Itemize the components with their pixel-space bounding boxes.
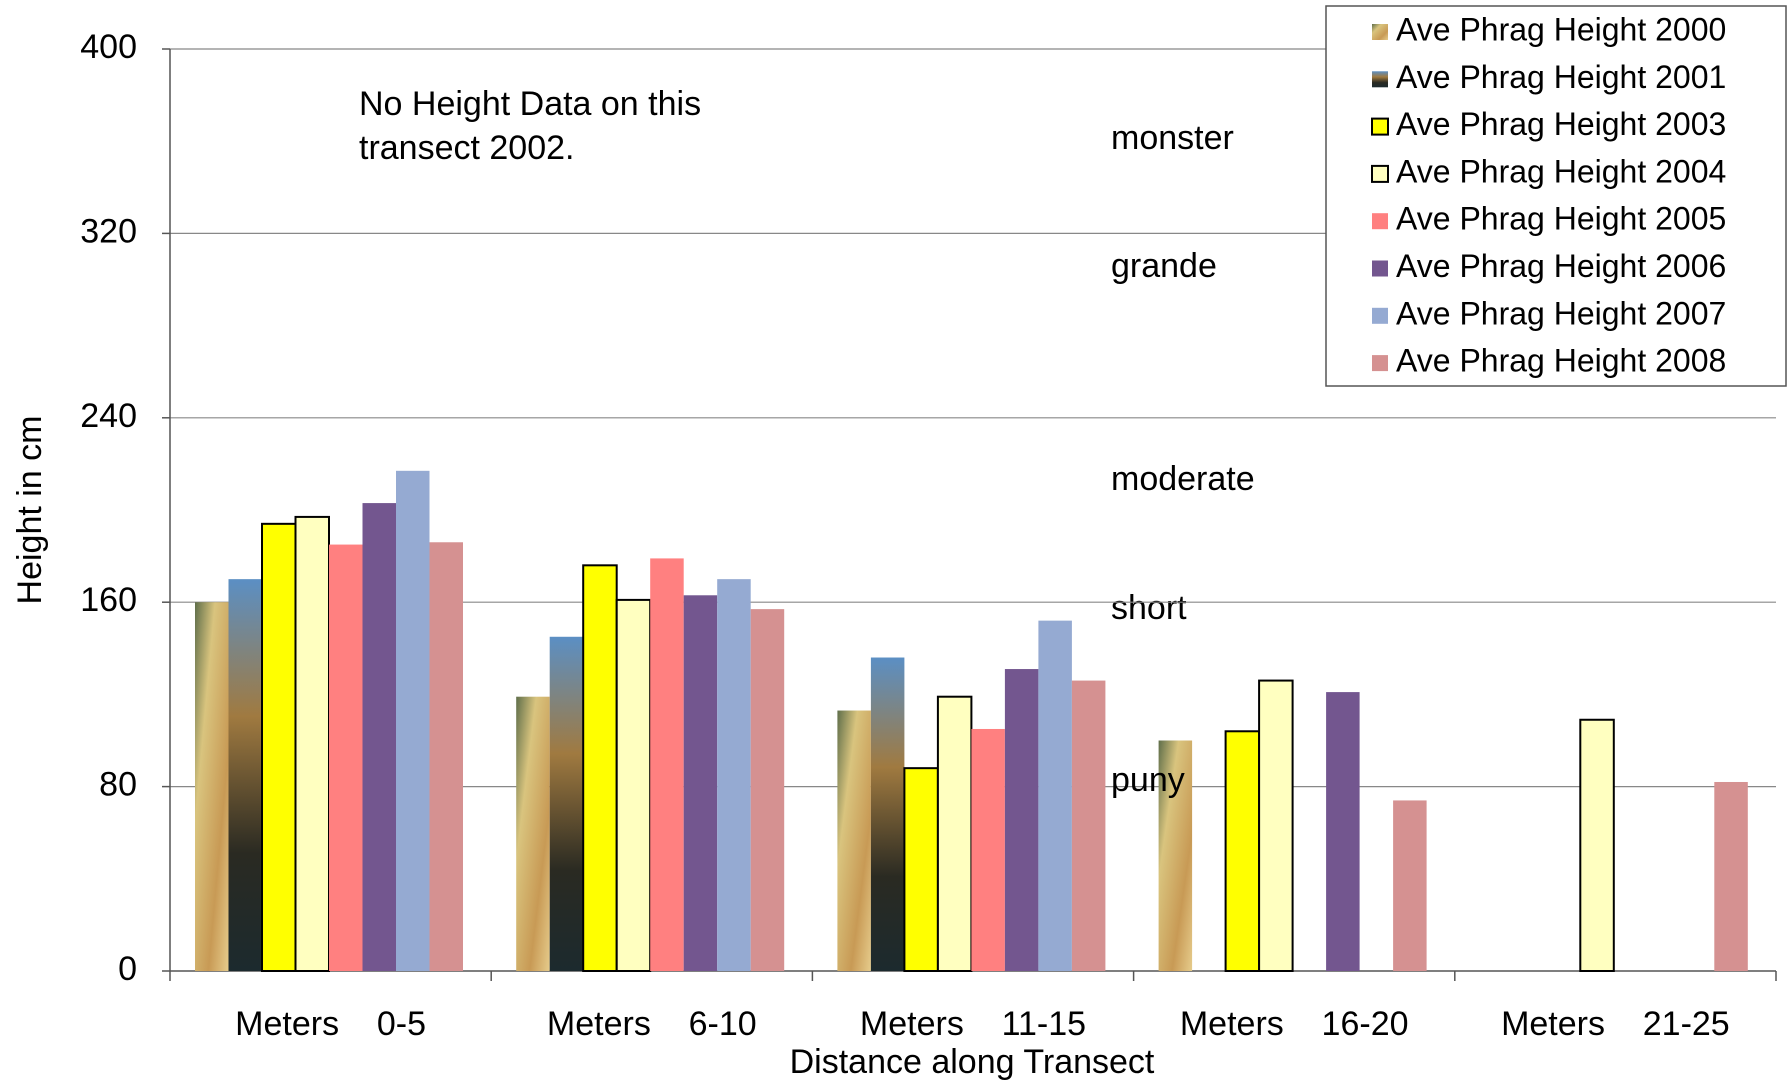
bar [903, 767, 939, 972]
bar [396, 470, 430, 971]
bar [837, 710, 871, 971]
bar [329, 544, 363, 971]
annotation: moderate [1111, 460, 1255, 498]
legend-label: Ave Phrag Height 2005 [1396, 201, 1726, 237]
bar [549, 636, 584, 971]
x-tick-label: Meters 21-25 [1501, 1005, 1730, 1043]
legend-swatch [1372, 71, 1388, 88]
bar [228, 579, 262, 971]
legend-swatch [1372, 307, 1388, 324]
annotation: short [1111, 589, 1187, 627]
legend-swatch [1372, 213, 1388, 230]
annotation: grande [1111, 247, 1217, 285]
bar [1224, 730, 1261, 973]
bar [650, 558, 684, 971]
bar [683, 595, 718, 971]
annotation: puny [1111, 761, 1185, 799]
bar [870, 657, 905, 971]
legend-label: Ave Phrag Height 2006 [1396, 248, 1726, 284]
bar [717, 579, 751, 971]
annotation: transect 2002. [359, 129, 574, 167]
y-tick-label: 0 [118, 950, 137, 988]
legend-swatch [1372, 24, 1388, 40]
legend-label: Ave Phrag Height 2004 [1396, 153, 1726, 189]
legend-swatch [1371, 164, 1389, 183]
y-axis-label: Height in cm [11, 416, 49, 605]
bar [936, 695, 973, 973]
x-tick-label: Meters 6-10 [547, 1005, 757, 1043]
x-tick-label: Meters 16-20 [1180, 1005, 1409, 1043]
legend-label: Ave Phrag Height 2008 [1396, 343, 1726, 379]
y-tick-label: 320 [80, 212, 137, 250]
legend-box [1325, 5, 1787, 387]
legend: Ave Phrag Height 2000 Ave Phrag Height 20… [1325, 5, 1787, 387]
legend-label: Ave Phrag Height 2001 [1396, 59, 1726, 95]
legend-label: Ave Phrag Height 2007 [1396, 295, 1726, 331]
bar [261, 522, 297, 973]
x-tick-label: Meters 11-15 [860, 1005, 1086, 1043]
y-tick-label: 160 [80, 581, 137, 619]
bar [1714, 781, 1748, 971]
annotation: No Height Data on this [359, 85, 701, 123]
legend-label: Ave Phrag Height 2003 [1396, 106, 1726, 142]
bar [362, 503, 396, 971]
bar [615, 598, 652, 973]
bar [429, 542, 463, 971]
legend-label: Ave Phrag Height 2000 [1396, 11, 1726, 47]
bar [750, 609, 785, 971]
bar [971, 728, 1005, 971]
bar [195, 602, 229, 971]
x-tick-label: Meters 0-5 [235, 1005, 426, 1043]
bar [1393, 800, 1427, 971]
bar [1038, 620, 1072, 971]
y-tick-label: 240 [80, 397, 137, 435]
bar [1258, 679, 1294, 972]
y-tick-label: 80 [99, 766, 137, 804]
bar [1579, 718, 1615, 972]
legend-swatch [1371, 117, 1389, 136]
legend-swatch [1372, 355, 1388, 372]
bar [582, 564, 618, 972]
y-tick-label: 400 [80, 28, 137, 66]
bar [516, 696, 550, 971]
bar [1158, 740, 1193, 971]
annotation: monster [1111, 119, 1234, 157]
bar [294, 515, 330, 972]
legend-swatch [1372, 260, 1388, 277]
bar [1071, 680, 1106, 971]
bar [1004, 669, 1039, 971]
x-axis-label: Distance along Transect [790, 1043, 1155, 1081]
bar [1326, 692, 1360, 971]
